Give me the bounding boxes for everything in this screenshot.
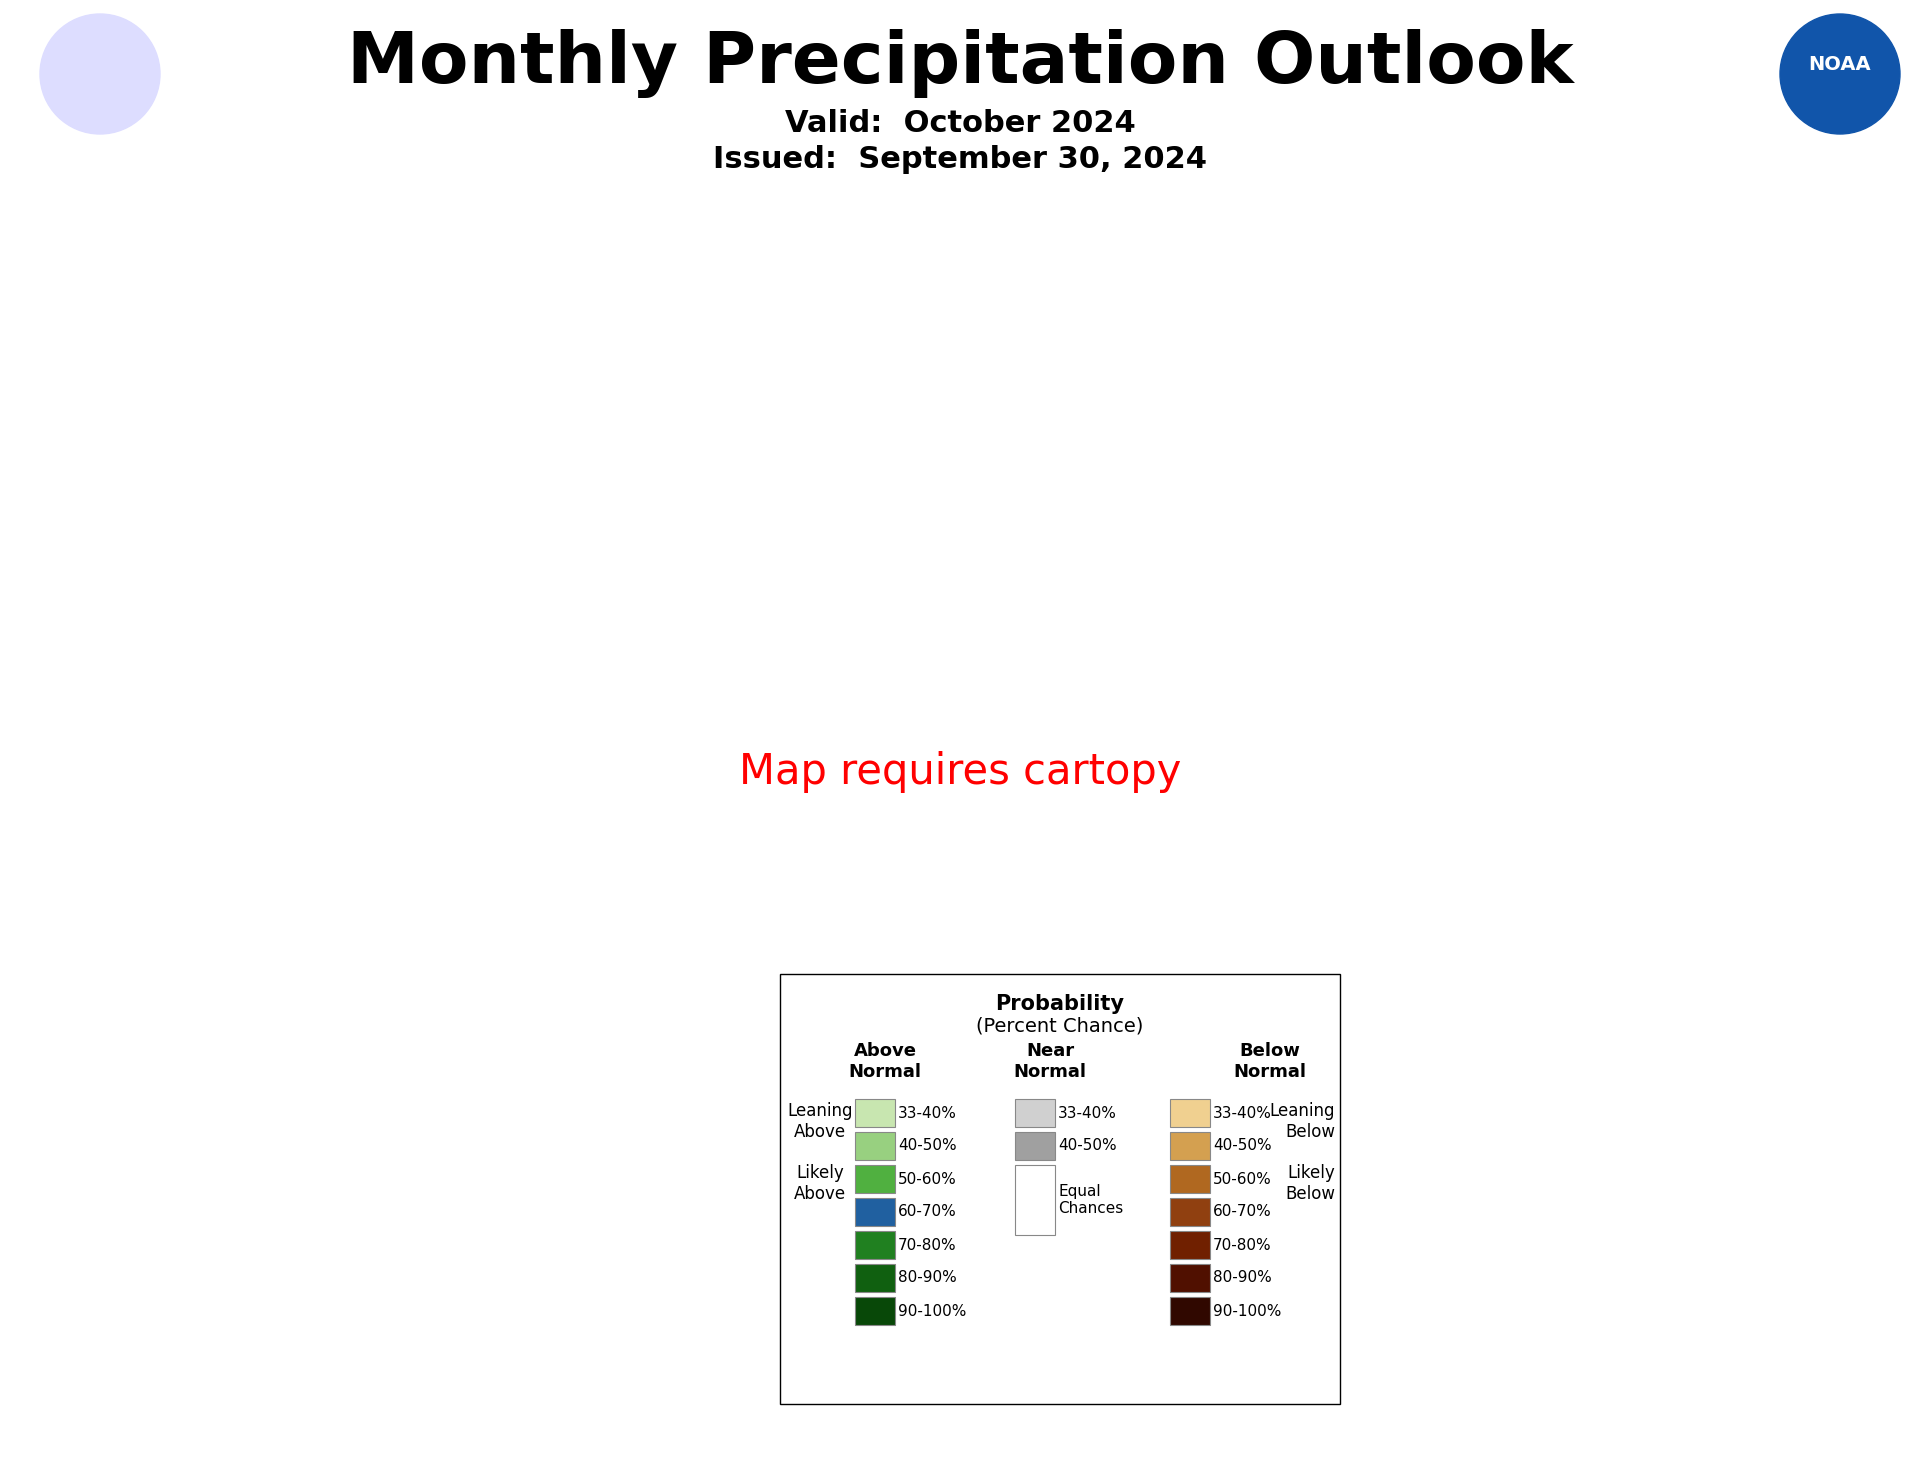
Bar	[854, 1198, 895, 1226]
Bar	[1169, 1100, 1210, 1126]
Bar	[780, 974, 1340, 1404]
Text: Below
Normal: Below Normal	[1233, 1042, 1306, 1080]
Text: NOAA: NOAA	[1809, 55, 1872, 74]
Text: 40-50%: 40-50%	[899, 1138, 956, 1153]
Text: Equal
Chances: Equal Chances	[1058, 1184, 1123, 1217]
Text: Likely
Below: Likely Below	[1284, 1163, 1334, 1204]
Bar	[854, 1264, 895, 1293]
Text: 80-90%: 80-90%	[899, 1270, 956, 1285]
Text: 33-40%: 33-40%	[899, 1106, 956, 1120]
Text: 33-40%: 33-40%	[1058, 1106, 1117, 1120]
Bar	[1169, 1264, 1210, 1293]
Text: Issued:  September 30, 2024: Issued: September 30, 2024	[712, 144, 1208, 174]
Bar	[854, 1297, 895, 1325]
Text: 33-40%: 33-40%	[1213, 1106, 1271, 1120]
Text: Likely
Above: Likely Above	[795, 1163, 847, 1204]
Circle shape	[40, 13, 159, 134]
Text: Leaning
Below: Leaning Below	[1269, 1103, 1334, 1141]
Bar	[1169, 1232, 1210, 1258]
Text: 50-60%: 50-60%	[899, 1171, 956, 1187]
Bar	[1016, 1132, 1054, 1160]
Text: 60-70%: 60-70%	[1213, 1205, 1271, 1220]
Bar	[854, 1100, 895, 1126]
Bar	[854, 1232, 895, 1258]
Circle shape	[1780, 13, 1901, 134]
Text: Monthly Precipitation Outlook: Monthly Precipitation Outlook	[348, 30, 1572, 98]
Text: Above
Normal: Above Normal	[849, 1042, 922, 1080]
Bar	[1169, 1132, 1210, 1160]
Text: 90-100%: 90-100%	[899, 1303, 966, 1318]
Text: 80-90%: 80-90%	[1213, 1270, 1271, 1285]
Text: Near
Normal: Near Normal	[1014, 1042, 1087, 1080]
Text: 70-80%: 70-80%	[899, 1238, 956, 1252]
Text: Valid:  October 2024: Valid: October 2024	[785, 110, 1135, 138]
Text: 70-80%: 70-80%	[1213, 1238, 1271, 1252]
Bar	[1016, 1100, 1054, 1126]
Text: 40-50%: 40-50%	[1213, 1138, 1271, 1153]
Text: Map requires cartopy: Map requires cartopy	[739, 751, 1181, 792]
Bar	[1169, 1198, 1210, 1226]
Text: Probability: Probability	[995, 994, 1125, 1014]
Text: 50-60%: 50-60%	[1213, 1171, 1271, 1187]
Bar	[854, 1132, 895, 1160]
Text: 40-50%: 40-50%	[1058, 1138, 1117, 1153]
Bar	[1169, 1165, 1210, 1193]
Bar	[1169, 1297, 1210, 1325]
Text: (Percent Chance): (Percent Chance)	[975, 1017, 1144, 1034]
Text: Leaning
Above: Leaning Above	[787, 1103, 852, 1141]
Bar	[1016, 1165, 1054, 1235]
Text: 90-100%: 90-100%	[1213, 1303, 1281, 1318]
Bar	[854, 1165, 895, 1193]
Text: 60-70%: 60-70%	[899, 1205, 956, 1220]
